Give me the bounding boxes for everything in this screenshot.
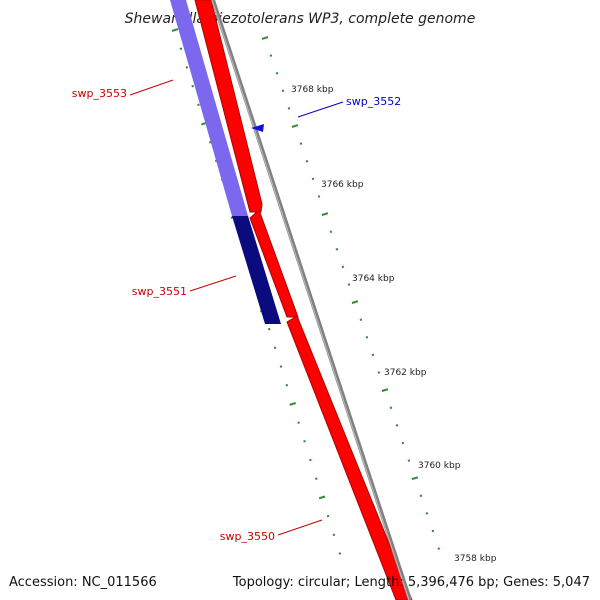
scale-tick-mark <box>329 230 333 233</box>
scale-tick-mark <box>359 318 363 321</box>
scale-tick-mark <box>365 336 369 339</box>
inner-tick-mark <box>197 103 200 107</box>
scale-tick-mark <box>275 71 279 75</box>
scale-tick-mark <box>281 89 285 93</box>
gene-swp-3551-label[interactable]: swp_3551 <box>132 285 187 298</box>
scale-tick-mark <box>335 248 339 251</box>
scale-tick-mark <box>317 195 321 198</box>
gene-swp-3551-bar[interactable] <box>232 216 281 324</box>
scale-tick-mark <box>371 353 375 357</box>
inner-tick-mark <box>303 440 306 443</box>
scale-tick-mark <box>431 529 435 533</box>
scale-tick-mark <box>261 36 269 40</box>
inner-tick-mark <box>267 327 271 331</box>
gene-swp-3553-leader <box>129 79 174 96</box>
scale-label-3762: 3762 kbp <box>384 368 427 378</box>
scale-tick-mark <box>437 547 441 550</box>
inner-tick-mark <box>289 402 296 406</box>
gene-marker-icon <box>251 124 264 132</box>
scale-tick-mark <box>311 177 315 181</box>
accession-text: Accession: NC_011566 <box>9 575 157 590</box>
scale-tick-mark <box>269 54 273 57</box>
scale-tick-mark <box>287 107 291 110</box>
scale-label-3758: 3758 kbp <box>454 554 497 564</box>
scale-label-3768: 3768 kbp <box>291 85 334 95</box>
gene-swp-3550-label[interactable]: swp_3550 <box>220 530 275 543</box>
inner-tick-mark <box>179 47 183 50</box>
gene-swp-3550-leader <box>277 519 323 536</box>
scale-tick-mark <box>291 124 299 128</box>
scale-tick-mark <box>381 388 389 392</box>
gene-swp-3553-bar[interactable] <box>170 0 248 216</box>
gene-swp-3551-fwd-bar[interactable] <box>249 209 299 318</box>
scale-tick-mark <box>407 459 411 462</box>
inner-tick-mark <box>332 533 336 537</box>
scale-tick-mark <box>425 512 429 515</box>
gene-swp-3551-leader <box>189 275 237 292</box>
inner-tick-mark <box>309 458 312 462</box>
genome-backbone <box>211 0 412 600</box>
scale-tick-mark <box>321 212 329 216</box>
inner-tick-mark <box>171 28 179 32</box>
scale-tick-mark <box>347 283 351 286</box>
scale-tick-mark <box>299 142 303 145</box>
scale-tick-mark <box>305 160 309 163</box>
scale-tick-mark <box>401 441 405 445</box>
inner-tick-mark <box>185 66 189 69</box>
scale-tick-mark <box>351 300 359 304</box>
inner-tick-mark <box>318 495 326 500</box>
inner-tick-mark <box>297 421 300 424</box>
gene-swp-3553-label[interactable]: swp_3553 <box>72 87 127 100</box>
scale-label-3764: 3764 kbp <box>352 274 395 284</box>
scale-tick-mark <box>341 265 345 269</box>
genome-backbone-highlight <box>211 0 410 600</box>
gene-swp-3552-leader <box>297 101 344 118</box>
scale-tick-mark <box>395 424 399 427</box>
inner-tick-mark <box>191 84 194 88</box>
gene-swp-3552-label[interactable]: swp_3552 <box>346 95 401 108</box>
scale-tick-mark <box>411 476 419 481</box>
inner-tick-mark <box>285 383 289 387</box>
scale-label-3760: 3760 kbp <box>418 461 461 471</box>
scale-tick-mark <box>419 494 423 498</box>
inner-tick-mark <box>273 346 277 350</box>
gene-swp-3552-bar[interactable] <box>194 0 263 213</box>
gene-swp-3550-bar[interactable] <box>286 315 413 600</box>
genome-summary-text: Topology: circular; Length: 5,396,476 bp… <box>232 575 590 590</box>
scale-tick-mark <box>377 371 381 374</box>
inner-tick-mark <box>338 552 342 555</box>
scale-tick-mark <box>389 406 393 410</box>
scale-label-3766: 3766 kbp <box>321 180 364 190</box>
inner-tick-mark <box>315 477 318 480</box>
inner-tick-mark <box>326 514 330 518</box>
inner-tick-mark <box>279 365 283 368</box>
